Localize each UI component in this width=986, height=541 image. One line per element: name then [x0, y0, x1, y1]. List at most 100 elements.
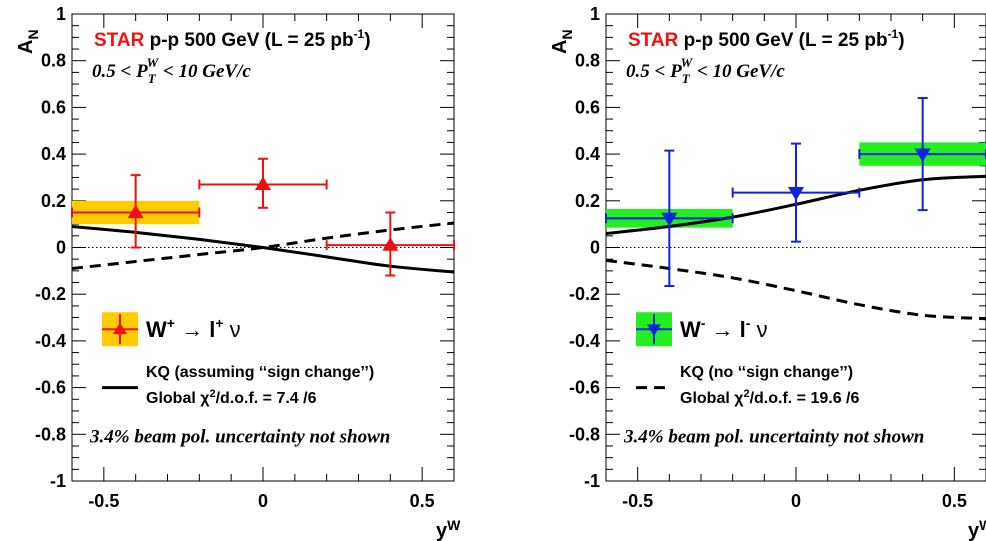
- y-tick-label: 0.2: [575, 191, 600, 211]
- y-axis-title-sub: N: [25, 29, 41, 39]
- x-tick-label: -0.5: [88, 491, 119, 511]
- x-tick-label: 0: [258, 491, 268, 511]
- x-axis-title: yW: [436, 517, 461, 541]
- kin-left: 0.5 < P: [626, 61, 682, 82]
- marker-triangle-down: [914, 148, 931, 163]
- x-axis-title: yW: [968, 517, 986, 541]
- header-close: ): [364, 30, 370, 51]
- y-tick-label: 0.4: [575, 144, 600, 164]
- uncertainty-note: 3.4% beam pol. uncertainty not shown: [89, 426, 390, 447]
- y-tick-label: 0.4: [41, 144, 66, 164]
- y-tick-label: -0.6: [569, 378, 600, 398]
- y-tick-label: -0.2: [35, 284, 66, 304]
- kin-right: < 10 GeV/c: [692, 61, 785, 82]
- legend-nu: ν: [750, 317, 767, 342]
- legend-marker: [113, 322, 127, 335]
- x-tick-label: 0.5: [942, 491, 967, 511]
- kin-right: < 10 GeV/c: [158, 61, 251, 82]
- y-tick-label: -0.8: [35, 424, 66, 444]
- kinematic-range: 0.5 < PTW < 10 GeV/c: [92, 55, 251, 86]
- y-tick-label: -1: [584, 471, 600, 491]
- legend-lepton: l: [209, 317, 215, 342]
- y-tick-label: -0.4: [569, 331, 600, 351]
- y-tick-label: 0.8: [575, 51, 600, 71]
- y-tick-label: 1: [590, 4, 600, 24]
- y-tick-label: -1: [50, 471, 66, 491]
- legend-nu: ν: [224, 317, 241, 342]
- legend-lepton-sup: +: [215, 315, 223, 331]
- legend-chi2: Global χ2/d.o.f. = 19.6 /6: [680, 388, 859, 407]
- marker-triangle-up: [255, 176, 271, 191]
- y-axis-title-sub: N: [559, 29, 575, 39]
- chi-left: Global χ: [146, 390, 210, 407]
- legend-w: W: [146, 317, 167, 342]
- y-tick-label: 0.6: [41, 97, 66, 117]
- data-point-error: [731, 142, 861, 243]
- kin-sub: T: [682, 71, 691, 86]
- data-point-error: [605, 149, 734, 288]
- kin-sup: W: [681, 55, 694, 70]
- experiment-name: STAR: [628, 30, 679, 51]
- kin-left: 0.5 < P: [92, 61, 148, 82]
- x-tick-label: 0: [791, 491, 801, 511]
- experiment-name: STAR: [94, 30, 145, 51]
- legend-kq-label: KQ (assuming ‘‘sign change’’): [146, 364, 374, 381]
- y-tick-label: 0.8: [41, 51, 66, 71]
- y-axis-title: AN: [15, 29, 41, 54]
- y-tick-label: -0.4: [35, 331, 66, 351]
- y-tick-label: 1: [56, 4, 66, 24]
- legend: W+ → l+ νKQ (assuming ‘‘sign change’’)Gl…: [102, 312, 374, 407]
- y-tick-label: -0.8: [569, 424, 600, 444]
- legend-kq-label: KQ (no ‘‘sign change’’): [680, 364, 853, 381]
- legend-marker: [647, 324, 661, 337]
- theory-curve-dashed: [605, 258, 986, 321]
- legend-chi2: Global χ2/d.o.f. = 7.4 /6: [146, 388, 317, 407]
- kin-sub: T: [148, 71, 157, 86]
- header-sup: -1: [354, 27, 365, 41]
- legend-process: W- → l- ν: [680, 315, 768, 342]
- y-tick-label: 0: [56, 238, 66, 258]
- uncertainty-note: 3.4% beam pol. uncertainty not shown: [623, 426, 924, 447]
- legend-arrow: →: [175, 317, 209, 342]
- kinematic-range: 0.5 < PTW < 10 GeV/c: [626, 55, 785, 86]
- chi-sup: 2: [743, 388, 749, 400]
- legend-lepton: l: [740, 317, 746, 342]
- panel-w-minus: -1-0.8-0.6-0.4-0.200.20.40.60.81-0.5 0 0.5…: [549, 4, 986, 541]
- x-axis-title-sup: W: [447, 517, 461, 533]
- data-point-error: [858, 97, 986, 212]
- marker-triangle-up: [382, 237, 399, 251]
- y-tick-label: -0.6: [35, 378, 66, 398]
- legend-lepton-sup: -: [746, 315, 751, 331]
- legend-arrow: →: [705, 317, 739, 342]
- header-main: p-p 500 GeV (L = 25 pb: [678, 30, 887, 51]
- header-main: p-p 500 GeV (L = 25 pb: [144, 30, 353, 51]
- chi-right: /d.o.f. = 7.4 /6: [216, 390, 317, 407]
- x-tick-label: -0.5: [622, 491, 653, 511]
- y-tick-label: 0.6: [575, 97, 600, 117]
- y-axis-title: AN: [549, 29, 575, 54]
- legend-w-sup: +: [167, 315, 175, 331]
- kin-sup: W: [147, 55, 160, 70]
- y-tick-label: 0: [590, 238, 600, 258]
- header-close: ): [898, 30, 904, 51]
- x-axis-title-sup: W: [979, 517, 986, 533]
- legend-w-sup: -: [701, 315, 706, 331]
- chi-sup: 2: [209, 388, 215, 400]
- data-point-error: [71, 174, 201, 249]
- theory-curve-dashed: [71, 221, 455, 271]
- x-tick-label: 0.5: [410, 491, 435, 511]
- chi-left: Global χ: [680, 390, 744, 407]
- panel-w-plus: -1 -0.8 -0.6 -0.4 -0.2 0 0.2 0.4 0.6 0.8 1 -0.5 0 0.5…: [15, 4, 461, 541]
- data-point-error: [325, 211, 455, 277]
- header-sup: -1: [888, 27, 899, 41]
- header-text: STAR p-p 500 GeV (L = 25 pb-1): [628, 27, 905, 51]
- y-tick-label: 0.2: [41, 191, 66, 211]
- y-axis-title-main: A: [549, 40, 571, 54]
- marker-triangle-down: [661, 212, 678, 227]
- y-tick-label: -0.2: [569, 284, 600, 304]
- legend: W- → l- νKQ (no ‘‘sign change’’)Global χ…: [636, 312, 859, 407]
- legend-w: W: [680, 317, 701, 342]
- legend-process: W+ → l+ ν: [146, 315, 241, 342]
- chi-right: /d.o.f. = 19.6 /6: [750, 390, 860, 407]
